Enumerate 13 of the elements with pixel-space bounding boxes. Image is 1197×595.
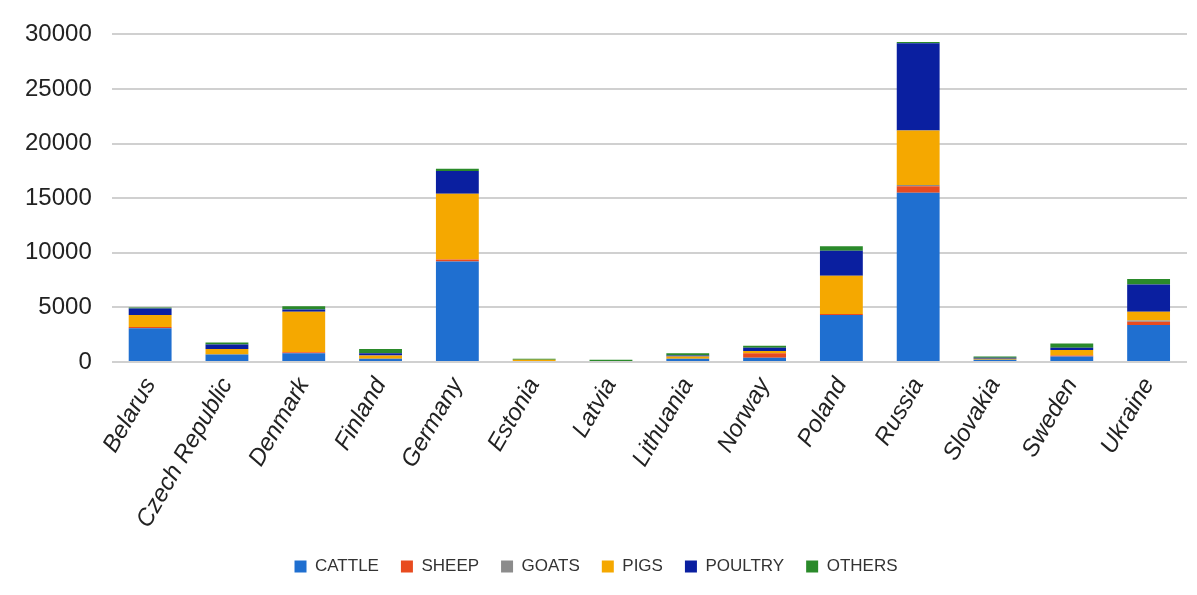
y-tick-label: 15000	[24, 182, 92, 210]
y-tick-label: 5000	[38, 292, 92, 320]
y-tick-label: 25000	[24, 73, 92, 101]
y-tick-label: 0	[78, 346, 92, 374]
legend-label: SHEEP	[421, 556, 480, 576]
legend-label: PIGS	[622, 556, 663, 576]
y-tick-label: 10000	[24, 237, 92, 265]
y-tick-label: 30000	[24, 19, 92, 47]
legend-label: CATTLE	[315, 556, 379, 576]
y-tick-label: 20000	[24, 128, 92, 156]
legend-label: OTHERS	[826, 556, 898, 576]
legend-label: GOATS	[521, 556, 580, 576]
legend-label: POULTRY	[705, 556, 785, 576]
